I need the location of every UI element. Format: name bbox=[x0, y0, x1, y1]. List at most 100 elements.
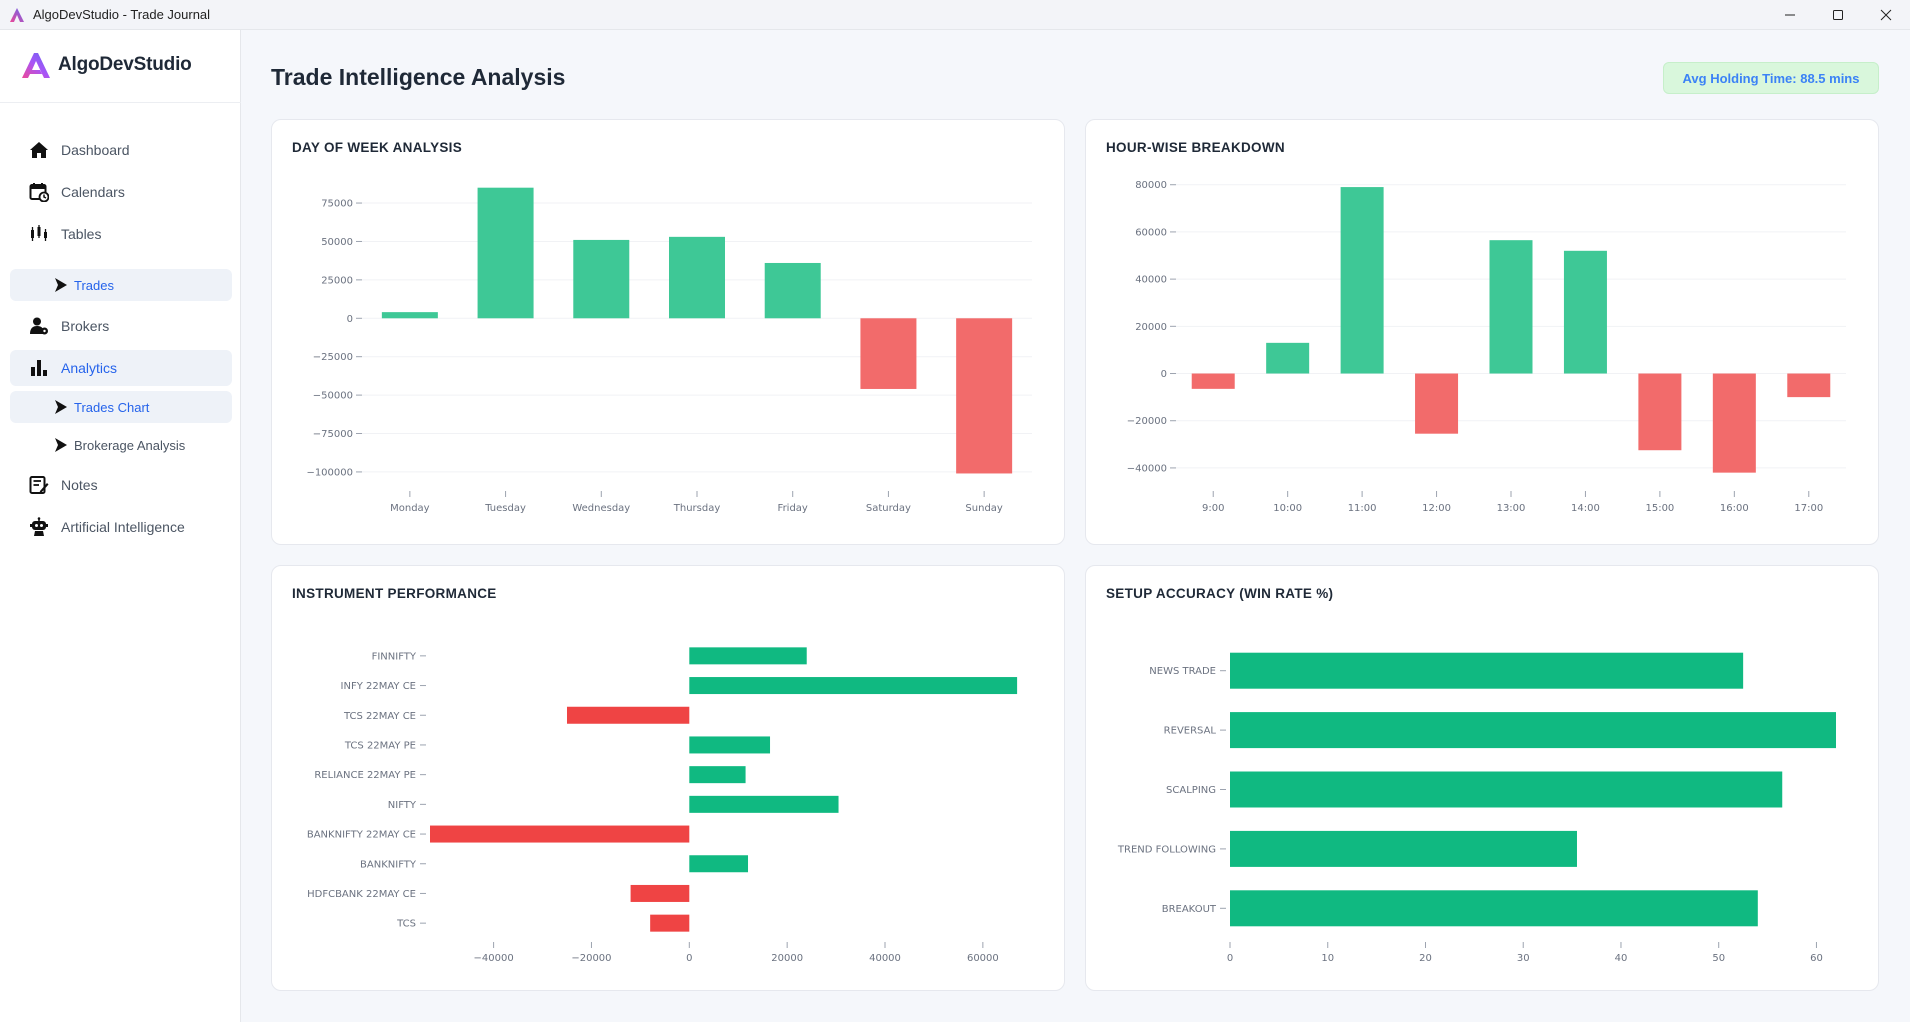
sidebar-item-trades-chart[interactable]: Trades Chart bbox=[10, 391, 232, 423]
y-tick-label: −50000 bbox=[313, 391, 353, 402]
y-tick-label: 0 bbox=[347, 314, 353, 325]
y-tick-label: 40000 bbox=[1135, 275, 1167, 286]
minimize-button[interactable] bbox=[1766, 0, 1814, 30]
bar-banknifty-22may-ce[interactable] bbox=[430, 825, 690, 843]
x-tick-label: 40 bbox=[1615, 953, 1628, 964]
bar-15-00[interactable] bbox=[1638, 373, 1682, 451]
x-tick-label: 15:00 bbox=[1645, 503, 1674, 514]
bar-11-00[interactable] bbox=[1340, 187, 1384, 374]
bar-wednesday[interactable] bbox=[573, 239, 630, 319]
sidebar-item-brokerage-analysis[interactable]: Brokerage Analysis bbox=[10, 429, 232, 461]
y-tick-label: 80000 bbox=[1135, 180, 1167, 191]
bar-breakout[interactable] bbox=[1230, 890, 1758, 927]
bar-friday[interactable] bbox=[764, 262, 821, 319]
y-tick-label: BANKNIFTY bbox=[360, 859, 417, 870]
user-icon bbox=[28, 315, 50, 337]
x-tick-label: Friday bbox=[778, 503, 808, 514]
window-titlebar: AlgoDevStudio - Trade Journal bbox=[0, 0, 1910, 30]
bar-reversal[interactable] bbox=[1230, 712, 1836, 749]
sidebar-item-brokers[interactable]: Brokers bbox=[10, 308, 232, 344]
x-tick-label: 60 bbox=[1810, 953, 1823, 964]
bar-sunday[interactable] bbox=[956, 318, 1013, 474]
x-tick-label: 9:00 bbox=[1202, 503, 1224, 514]
bar-thursday[interactable] bbox=[669, 236, 725, 319]
x-tick-label: 20000 bbox=[771, 953, 803, 964]
bar-17-00[interactable] bbox=[1787, 373, 1831, 398]
y-tick-label: −40000 bbox=[1127, 463, 1167, 474]
y-tick-label: BREAKOUT bbox=[1162, 904, 1217, 915]
bar-nifty[interactable] bbox=[689, 795, 839, 813]
x-tick-label: Tuesday bbox=[484, 503, 526, 514]
y-tick-label: INFY 22MAY CE bbox=[341, 681, 416, 692]
x-tick-label: 10 bbox=[1321, 953, 1334, 964]
bar-saturday[interactable] bbox=[860, 318, 917, 389]
bar-finnifty[interactable] bbox=[689, 647, 807, 665]
bar-news-trade[interactable] bbox=[1230, 652, 1744, 689]
home-icon bbox=[28, 139, 50, 161]
x-tick-label: 16:00 bbox=[1720, 503, 1749, 514]
play-arrow-icon bbox=[54, 278, 68, 292]
bar-13-00[interactable] bbox=[1489, 240, 1533, 374]
brand-name: AlgoDevStudio bbox=[58, 54, 192, 75]
y-tick-label: BANKNIFTY 22MAY CE bbox=[307, 830, 416, 841]
instrument-performance-chart: FINNIFTY INFY 22MAY CE TCS 22MAY CE TCS 22M… bbox=[307, 647, 1018, 964]
bar-16-00[interactable] bbox=[1712, 373, 1756, 473]
sidebar-item-analytics[interactable]: Analytics bbox=[10, 350, 232, 386]
bar-reliance-22may-pe[interactable] bbox=[689, 766, 746, 784]
sidebar-item-label: Notes bbox=[61, 477, 98, 493]
sidebar-item-calendars[interactable]: Calendars bbox=[10, 174, 232, 210]
x-tick-label: Saturday bbox=[866, 503, 911, 514]
sidebar-item-tables[interactable]: Tables bbox=[10, 216, 232, 252]
day-of-week-card: DAY OF WEEK ANALYSIS 75000 50000 25000 0 −25… bbox=[271, 119, 1065, 545]
candlestick-icon bbox=[28, 223, 50, 245]
close-icon bbox=[1880, 9, 1892, 21]
setup-accuracy-card: SETUP ACCURACY (WIN RATE %) NEWS TRADE RE… bbox=[1085, 565, 1879, 991]
bar-tuesday[interactable] bbox=[477, 187, 534, 319]
bar-9-00[interactable] bbox=[1191, 373, 1235, 389]
sidebar-item-notes[interactable]: Notes bbox=[10, 467, 232, 503]
y-tick-label: TCS 22MAY PE bbox=[344, 740, 416, 751]
sidebar-item-dashboard[interactable]: Dashboard bbox=[10, 132, 232, 168]
sidebar-item-label: Dashboard bbox=[61, 142, 130, 158]
bar-tcs[interactable] bbox=[650, 914, 690, 932]
maximize-button[interactable] bbox=[1814, 0, 1862, 30]
sidebar-item-label: Analytics bbox=[61, 360, 118, 376]
y-tick-label: SCALPING bbox=[1166, 785, 1216, 796]
bar-hdfcbank-22may-ce[interactable] bbox=[630, 884, 690, 902]
x-tick-label: 50 bbox=[1712, 953, 1725, 964]
hour-wise-chart: 80000 60000 40000 20000 0 −20000 −40000 9:00 10:… bbox=[1127, 180, 1846, 514]
bar-12-00[interactable] bbox=[1415, 373, 1459, 434]
bar-tcs-22may-pe[interactable] bbox=[689, 736, 771, 754]
bar-infy-22may-ce[interactable] bbox=[689, 677, 1018, 695]
bar-trend-following[interactable] bbox=[1230, 830, 1577, 867]
x-tick-label: 40000 bbox=[869, 953, 901, 964]
sidebar-item-label: Artificial Intelligence bbox=[61, 519, 185, 535]
sidebar-item-artificial-intelligence[interactable]: Artificial Intelligence bbox=[10, 509, 232, 545]
bar-10-00[interactable] bbox=[1266, 342, 1310, 374]
y-tick-label: HDFCBANK 22MAY CE bbox=[307, 889, 416, 900]
y-tick-label: TCS 22MAY CE bbox=[343, 711, 416, 722]
sidebar-item-label: Trades Chart bbox=[74, 399, 150, 415]
brand-logo[interactable]: AlgoDevStudio bbox=[20, 50, 192, 80]
x-tick-label: 0 bbox=[686, 953, 692, 964]
y-tick-label: −25000 bbox=[313, 352, 353, 363]
maximize-icon bbox=[1833, 10, 1843, 20]
y-tick-label: TREND FOLLOWING bbox=[1117, 844, 1216, 855]
y-tick-label: FINNIFTY bbox=[372, 651, 417, 662]
sidebar-item-label: Brokerage Analysis bbox=[74, 437, 186, 453]
card-title: SETUP ACCURACY (WIN RATE %) bbox=[1106, 586, 1334, 601]
bar-scalping[interactable] bbox=[1230, 771, 1783, 808]
bar-14-00[interactable] bbox=[1563, 250, 1607, 374]
day-of-week-chart: 75000 50000 25000 0 −25000 −50000 −75000 −10000… bbox=[306, 187, 1032, 514]
bar-tcs-22may-ce[interactable] bbox=[566, 706, 690, 724]
sidebar-item-trades[interactable]: Trades bbox=[10, 269, 232, 301]
avg-holding-badge: Avg Holding Time: 88.5 mins bbox=[1663, 62, 1879, 94]
play-arrow-icon bbox=[54, 400, 68, 414]
bar-monday[interactable] bbox=[381, 312, 438, 319]
bar-banknifty[interactable] bbox=[689, 855, 749, 873]
sidebar-item-label: Calendars bbox=[61, 184, 125, 200]
close-button[interactable] bbox=[1862, 0, 1910, 30]
bar-chart-icon bbox=[28, 357, 50, 379]
x-tick-label: 0 bbox=[1227, 953, 1233, 964]
y-tick-label: 0 bbox=[1161, 369, 1167, 380]
